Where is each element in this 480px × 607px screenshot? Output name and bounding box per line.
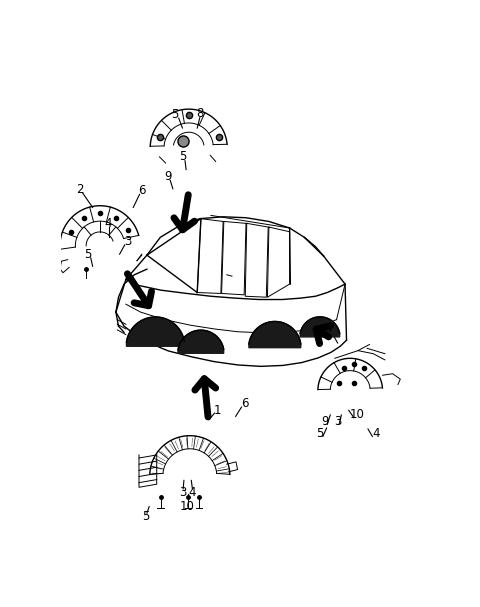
Text: 7: 7 xyxy=(326,322,334,336)
Text: 3: 3 xyxy=(179,486,186,499)
Text: 4: 4 xyxy=(372,427,380,440)
Text: 1: 1 xyxy=(214,404,221,417)
Polygon shape xyxy=(300,317,340,337)
Text: 5: 5 xyxy=(316,427,324,440)
Text: 6: 6 xyxy=(138,184,145,197)
Text: 10: 10 xyxy=(180,500,194,513)
Text: 8: 8 xyxy=(196,107,204,120)
Text: 6: 6 xyxy=(241,397,249,410)
Text: 5: 5 xyxy=(142,510,149,523)
Text: 4: 4 xyxy=(105,217,112,230)
Text: 3: 3 xyxy=(124,234,132,248)
Text: 5: 5 xyxy=(180,151,187,163)
Text: 5: 5 xyxy=(84,248,92,260)
Text: 2: 2 xyxy=(76,183,84,196)
Text: 9: 9 xyxy=(322,415,329,427)
Text: 4: 4 xyxy=(189,486,196,499)
Text: 3: 3 xyxy=(334,415,341,427)
Text: 5: 5 xyxy=(171,109,179,121)
Text: 9: 9 xyxy=(165,170,172,183)
Polygon shape xyxy=(178,330,224,353)
Polygon shape xyxy=(126,317,184,346)
Polygon shape xyxy=(249,322,301,348)
Text: 10: 10 xyxy=(349,409,364,421)
